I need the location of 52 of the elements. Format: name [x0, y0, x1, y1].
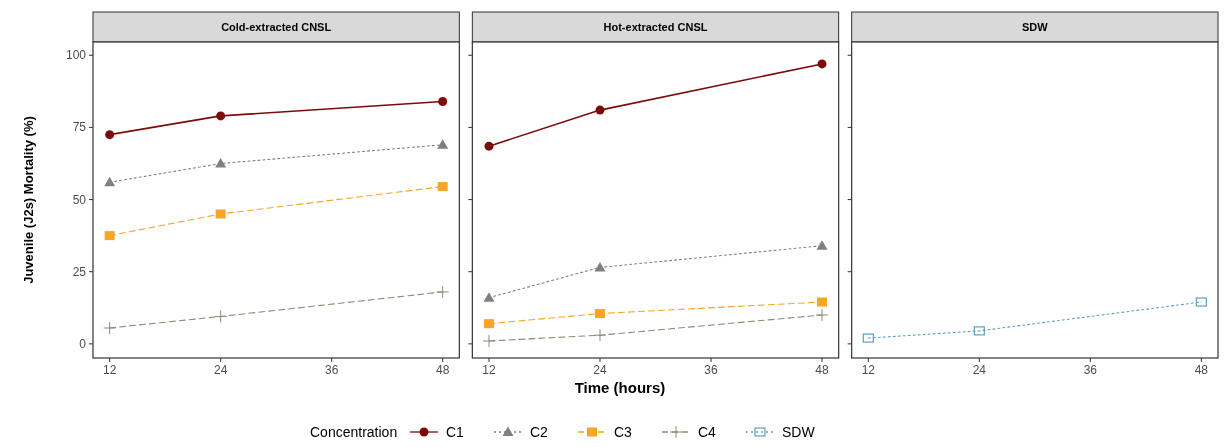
y-tick-label: 75 — [72, 120, 87, 135]
x-tick-label: 36 — [1083, 363, 1098, 377]
point — [214, 309, 228, 323]
y-tick-label: 25 — [72, 264, 87, 279]
legend-label: C1 — [446, 424, 465, 440]
chart-title: Cold-extracted CNSL — [221, 21, 332, 33]
x-tick-label: 48 — [436, 363, 450, 377]
chart-title: SDW — [1022, 21, 1049, 33]
x-tick-label: 36 — [704, 363, 718, 377]
point — [482, 334, 496, 348]
chart-title: Hot-extracted CNSL — [603, 21, 708, 33]
point — [484, 141, 494, 151]
legend-label: SDW — [782, 424, 816, 440]
point — [595, 105, 605, 115]
point — [216, 111, 226, 121]
y-tick-label: 100 — [65, 48, 87, 63]
point — [103, 321, 117, 335]
point — [104, 176, 116, 187]
x-tick-label: 12 — [861, 363, 876, 377]
x-tick-label: 12 — [102, 363, 117, 377]
point — [215, 209, 226, 219]
point — [817, 59, 827, 69]
point — [816, 240, 828, 250]
point — [594, 261, 606, 272]
legend-label: C3 — [614, 424, 633, 440]
point — [483, 292, 495, 302]
point — [815, 308, 829, 322]
legend-label: C4 — [698, 424, 717, 440]
legend-label: C2 — [530, 424, 549, 440]
x-tick-label: 36 — [324, 363, 339, 377]
point — [104, 231, 115, 241]
point — [437, 139, 449, 149]
y-tick-label: 0 — [79, 336, 87, 351]
point — [215, 157, 227, 168]
x-tick-label: 24 — [213, 363, 228, 377]
legend-title: Concentration — [310, 424, 398, 440]
point — [105, 130, 115, 140]
y-axis-title: Juvenile (J2s) Mortality (%) — [21, 116, 36, 284]
point — [483, 319, 494, 329]
x-tick-label: 12 — [482, 363, 496, 377]
point — [593, 328, 607, 342]
point — [438, 96, 448, 106]
point — [595, 309, 605, 319]
point — [437, 182, 448, 192]
point — [436, 285, 450, 299]
y-tick-label: 50 — [72, 192, 87, 207]
point — [817, 297, 828, 307]
x-tick-label: 48 — [815, 363, 830, 377]
x-tick-label: 24 — [593, 363, 607, 377]
x-axis-title: Time (hours) — [574, 379, 666, 396]
x-tick-label: 24 — [972, 363, 987, 377]
x-tick-label: 48 — [1194, 363, 1209, 377]
